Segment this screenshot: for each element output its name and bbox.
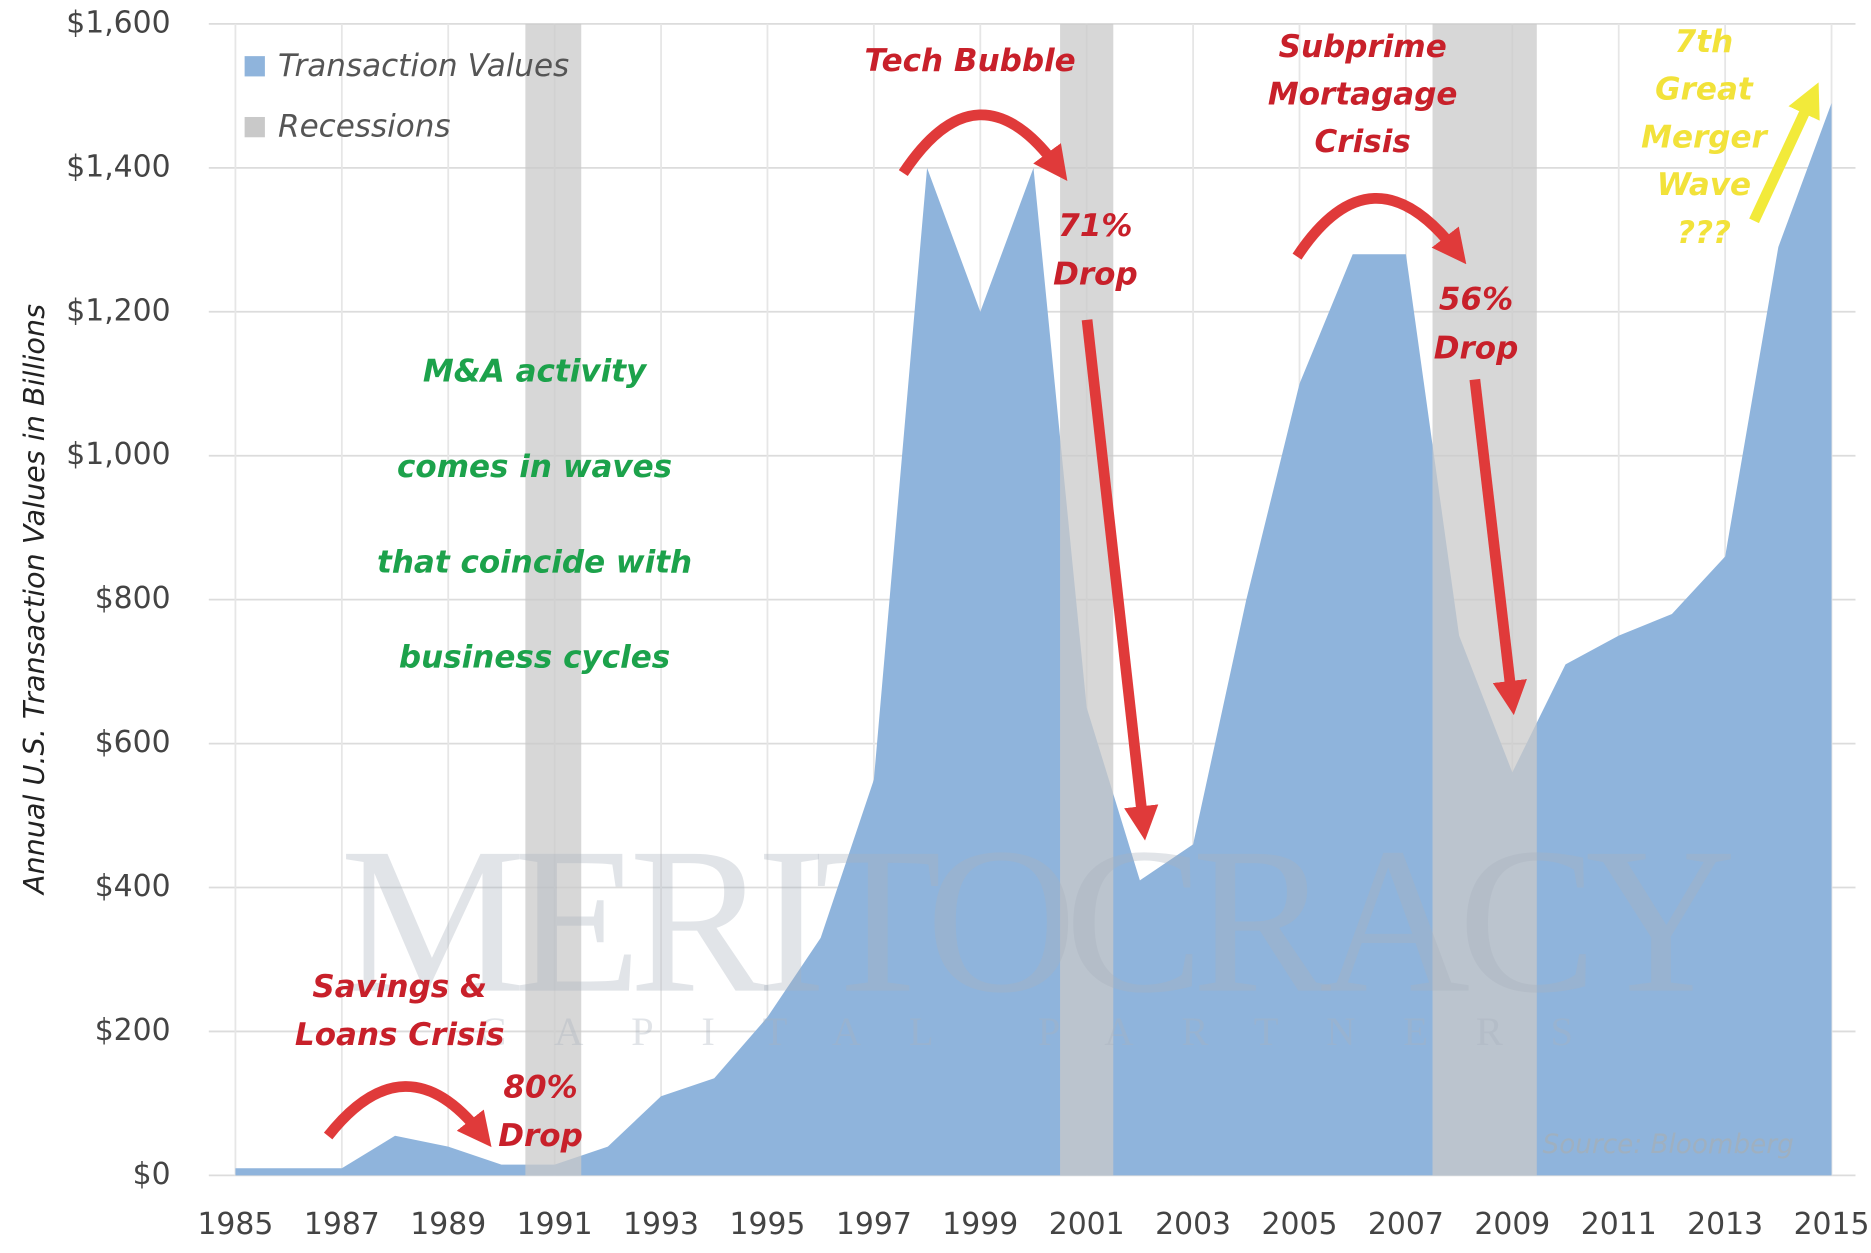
y-tick-label: $800 [95, 581, 171, 616]
annotation: Great [1655, 72, 1754, 108]
legend-label: Transaction Values [278, 48, 569, 84]
y-tick-label: $200 [95, 1013, 171, 1048]
x-tick-label: 2011 [1581, 1207, 1657, 1242]
recession-band [1060, 23, 1114, 1176]
source: Source: Bloomberg [1543, 1130, 1794, 1160]
annotation: 80% [503, 1069, 577, 1105]
x-tick-label: 2013 [1687, 1207, 1763, 1242]
annotation: Crisis [1315, 124, 1411, 160]
watermark-text: MERITOCRACY [340, 806, 1736, 1037]
annotation: business cycles [399, 640, 670, 676]
x-tick-label: 1999 [942, 1207, 1018, 1242]
legend-label: Recessions [278, 109, 451, 145]
x-tick-label: 1987 [304, 1207, 380, 1242]
legend-swatch [244, 56, 265, 77]
annotation: 7th [1675, 24, 1734, 60]
x-tick-label: 2009 [1474, 1207, 1550, 1242]
x-tick-label: 1993 [623, 1207, 699, 1242]
annotation: Drop [1434, 331, 1519, 367]
annotation: that coincide with [377, 544, 692, 580]
y-tick-label: $1,600 [66, 5, 170, 40]
annotation: Tech Bubble [864, 43, 1075, 79]
y-tick-label: $600 [95, 725, 171, 760]
x-tick-label: 1997 [836, 1207, 912, 1242]
x-tick-label: 1989 [410, 1207, 486, 1242]
arrow [1749, 82, 1820, 224]
arrow [898, 109, 1068, 181]
annotation: Loans Crisis [295, 1017, 505, 1053]
annotation: M&A activity [423, 353, 648, 389]
x-tick-label: 2001 [1049, 1207, 1125, 1242]
arrow [1292, 193, 1467, 265]
annotation: Savings & [312, 969, 487, 1005]
y-tick-label: $1,000 [66, 437, 170, 472]
y-tick-label: $1,200 [66, 293, 170, 328]
x-tick-label: 1995 [730, 1207, 806, 1242]
annotation: Wave [1657, 167, 1751, 203]
annotation: Drop [1053, 257, 1138, 293]
recession-band [525, 23, 582, 1176]
legend-swatch [244, 116, 265, 138]
annotation: Subprime [1279, 29, 1447, 65]
arrow [323, 1081, 492, 1148]
annotation: ??? [1677, 215, 1731, 251]
arrows [323, 82, 1820, 1148]
y-axis-label: Annual U.S. Transaction Values in Billio… [17, 304, 51, 896]
y-tick-label: $400 [95, 869, 171, 904]
y-tick-label: $0 [133, 1157, 171, 1192]
x-tick-label: 2015 [1794, 1207, 1870, 1242]
annotation: Merger [1641, 119, 1768, 155]
annotation: 71% [1058, 208, 1132, 244]
x-tick-label: 2007 [1368, 1207, 1444, 1242]
arrow [1081, 319, 1159, 841]
annotation: comes in waves [397, 449, 672, 485]
x-tick-label: 1985 [197, 1207, 273, 1242]
arrow [1469, 378, 1527, 716]
annotation: Mortagage [1268, 77, 1458, 113]
x-tick-label: 2003 [1155, 1207, 1231, 1242]
x-tick-label: 2005 [1262, 1207, 1338, 1242]
recession-band [1432, 23, 1537, 1176]
x-tick-label: 1991 [517, 1207, 593, 1242]
watermark-subtext: CAPITAL PARTNERS [479, 1009, 1621, 1054]
annotation: Drop [498, 1118, 583, 1154]
annotation: 56% [1439, 282, 1513, 318]
watermark: MERITOCRACY CAPITAL PARTNERS [340, 806, 1736, 1054]
y-tick-label: $1,400 [66, 149, 170, 184]
